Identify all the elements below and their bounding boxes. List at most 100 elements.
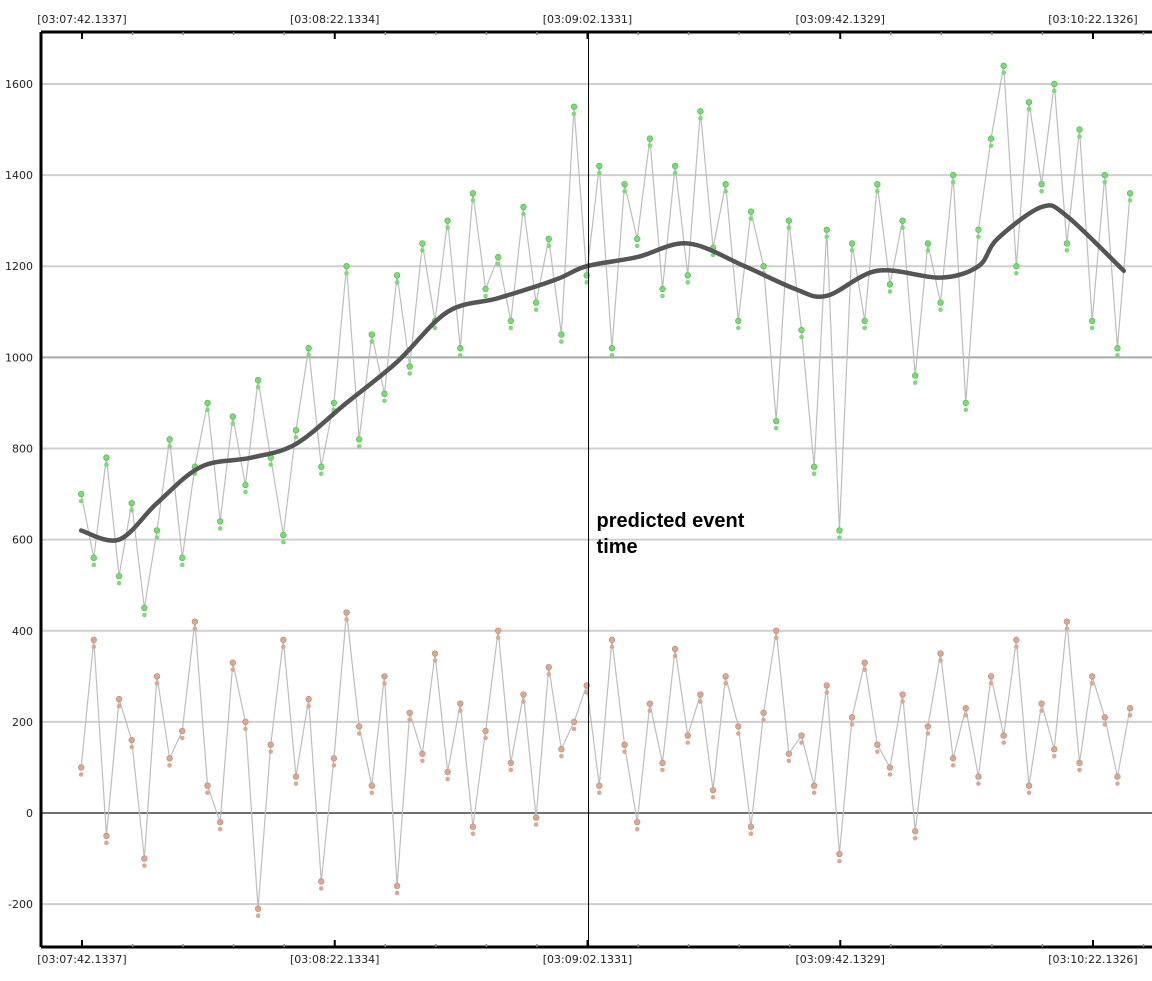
series-0-point-secondary (1089, 325, 1095, 331)
series-layer (77, 62, 1134, 919)
series-1-point (343, 609, 350, 616)
series-1-point (596, 782, 603, 789)
series-0-point (1051, 80, 1058, 88)
series-1-point-secondary (205, 790, 210, 795)
series-0-point (1038, 180, 1045, 188)
series-1-point (520, 691, 527, 698)
series-0-point (798, 326, 805, 334)
series-0-point (305, 345, 312, 352)
series-0-point-secondary (685, 280, 691, 285)
series-1-point-secondary (912, 835, 918, 841)
series-1-point (545, 664, 552, 671)
series-0-point (1013, 263, 1020, 270)
series-1-point-secondary (243, 726, 248, 732)
series-0-point (596, 162, 603, 170)
series-0-point (115, 572, 123, 580)
series-1-point (1013, 636, 1020, 644)
series-1-point-secondary (761, 717, 766, 723)
series-1-point (975, 773, 982, 780)
series-0-point-secondary (571, 111, 577, 117)
series-0-point-secondary (559, 339, 564, 344)
series-0-point (292, 427, 300, 434)
trend-line (78, 203, 1127, 543)
series-1-point-secondary (950, 763, 956, 768)
y-tick-label: 800 (12, 442, 33, 455)
series-0-point-secondary (698, 115, 703, 121)
series-0-point (103, 454, 110, 461)
series-1-point-secondary (521, 699, 526, 704)
series-1-point (242, 718, 249, 726)
series-1-point-secondary (331, 763, 337, 768)
series-1-point-secondary (382, 681, 387, 686)
series-1-point (494, 627, 502, 634)
series-1-point-secondary (508, 767, 514, 773)
series-0-point-secondary (217, 526, 223, 531)
series-1-point-secondary (748, 831, 754, 837)
series-1-point-secondary (609, 644, 615, 650)
series-1-point (697, 691, 704, 698)
series-0-point-secondary (116, 580, 122, 586)
series-0-point (760, 263, 767, 270)
series-0-point-secondary (470, 198, 476, 203)
x-tick-label-top: [03:09:02.1331] (543, 13, 632, 26)
series-0-point (962, 399, 969, 407)
series-0-point-secondary (1039, 188, 1044, 194)
series-1-point-secondary (736, 731, 741, 736)
series-0-point-secondary (243, 489, 248, 495)
series-1-point-secondary (698, 699, 703, 704)
series-1-point (90, 636, 97, 644)
series-1-point (141, 855, 148, 862)
series-0-point (368, 331, 376, 338)
series-0-point-secondary (925, 248, 931, 253)
series-0-point-secondary (445, 225, 450, 230)
x-tick-label-bottom: [03:10:22.1326] (1048, 953, 1137, 966)
series-0-point (507, 317, 515, 325)
series-0-point-secondary (382, 398, 387, 404)
series-0-point-secondary (584, 280, 589, 285)
series-0-point (1101, 171, 1108, 179)
series-1-point-secondary (773, 635, 779, 641)
series-1-point-secondary (445, 776, 450, 782)
series-1-point (1088, 673, 1096, 680)
series-1-point-secondary (559, 753, 564, 759)
series-0-point-secondary (672, 170, 678, 176)
series-1-point (216, 818, 224, 826)
series-1-point (671, 645, 679, 653)
series-1-point (709, 787, 717, 794)
series-0-point-secondary (1115, 352, 1120, 358)
series-1-point-secondary (420, 758, 425, 764)
series-1-point (747, 823, 755, 830)
series-1-point-secondary (584, 690, 589, 695)
series-1-point (634, 818, 641, 826)
series-1-point-secondary (1001, 740, 1006, 745)
series-1-point (153, 673, 161, 680)
series-1-point-secondary (1102, 722, 1108, 727)
series-1-point-secondary (457, 708, 463, 713)
series-1-point (608, 636, 616, 644)
series-1-point-secondary (255, 913, 261, 919)
series-1-point (191, 618, 199, 625)
series-1-point (166, 755, 173, 762)
series-0-line (80, 65, 1131, 609)
series-1-point-secondary (306, 703, 311, 709)
series-0-point-secondary (457, 352, 463, 358)
series-0-point-secondary (293, 434, 299, 440)
series-1-point (305, 695, 312, 703)
series-1-point-secondary (811, 790, 817, 795)
series-0-point-secondary (369, 339, 375, 344)
series-0-point-secondary (1077, 134, 1082, 139)
series-0-point-secondary (938, 307, 943, 312)
y-tick-label: 400 (12, 625, 33, 638)
series-0-point (242, 481, 249, 489)
series-0-point (987, 135, 995, 142)
series-1-point-secondary (142, 863, 147, 868)
series-0-point-secondary (786, 225, 792, 230)
series-0-point (912, 372, 919, 379)
series-1-point (1038, 700, 1045, 707)
series-1-point (507, 759, 515, 767)
series-0-point (608, 345, 616, 352)
series-1-point-secondary (710, 794, 716, 800)
series-0-point (722, 180, 729, 188)
series-1-point (1051, 746, 1058, 753)
series-0-point-secondary (483, 293, 488, 299)
